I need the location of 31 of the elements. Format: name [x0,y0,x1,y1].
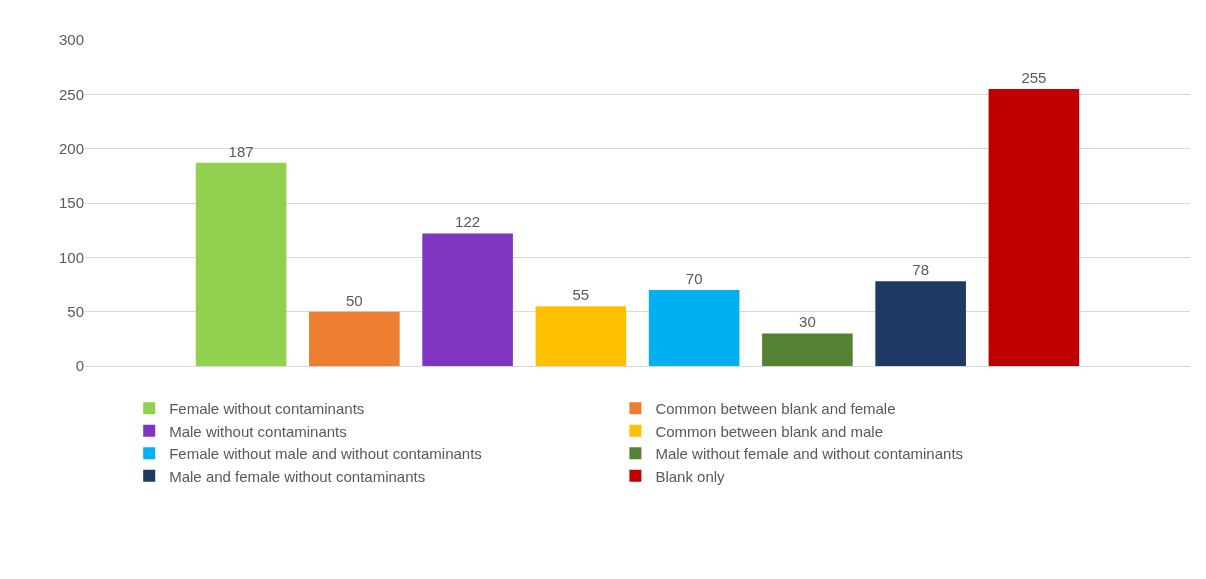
data-label: 70 [685,269,703,287]
legend-label: Common between blank and male [655,422,884,440]
data-label: 55 [572,286,590,304]
legend-label: Blank only [655,467,726,485]
data-label: 30 [799,313,816,331]
bar [762,333,853,366]
data-label: 78 [912,261,929,279]
bar [988,88,1080,366]
data-label: 122 [455,213,481,231]
legend-label: Male without contaminants [169,422,347,440]
legend-label: Common between blank and female [655,400,896,418]
data-label: 187 [228,142,254,160]
bar [309,311,400,366]
bar [195,162,287,366]
bar [422,233,513,366]
y-tick-label: 300 [58,31,84,49]
y-tick-label: 0 [75,357,84,375]
y-tick-label: 200 [58,139,84,157]
bar [648,289,740,366]
y-tick-label: 250 [58,85,84,103]
y-tick-label: 100 [58,248,84,266]
legend-label: Female without male and without contaminants [169,445,482,463]
y-tick-label: 150 [58,194,84,212]
legend-label: Female without contaminants [169,400,365,418]
legend-label: Male without female and without contaminants [655,445,964,463]
bar [875,281,966,366]
data-label: 50 [346,291,363,309]
legend-label: Male and female without contaminants [169,467,426,485]
y-tick-label: 50 [67,302,84,320]
data-label: 255 [1021,68,1047,86]
bar [535,306,627,366]
